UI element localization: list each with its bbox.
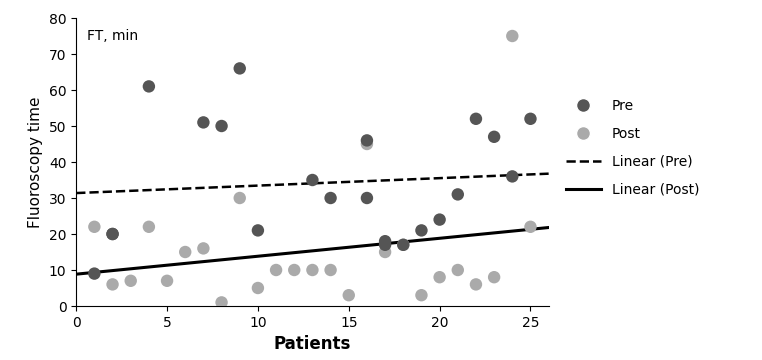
- Point: [88, 271, 101, 276]
- Point: [379, 242, 391, 248]
- Point: [288, 267, 300, 273]
- Point: [524, 116, 536, 122]
- Point: [415, 228, 427, 233]
- Point: [379, 249, 391, 255]
- Point: [88, 224, 101, 230]
- Point: [251, 228, 264, 233]
- Point: [107, 231, 119, 237]
- Point: [107, 282, 119, 287]
- Point: [397, 242, 409, 248]
- Point: [361, 195, 373, 201]
- Point: [470, 282, 482, 287]
- Point: [197, 120, 210, 125]
- Point: [506, 33, 518, 39]
- Point: [216, 123, 228, 129]
- X-axis label: Patients: Patients: [274, 335, 351, 353]
- Point: [434, 274, 446, 280]
- Point: [434, 217, 446, 222]
- Point: [488, 134, 500, 140]
- Point: [161, 278, 173, 284]
- Point: [470, 116, 482, 122]
- Point: [142, 224, 155, 230]
- Point: [415, 292, 427, 298]
- Point: [397, 242, 409, 248]
- Point: [325, 195, 337, 201]
- Point: [179, 249, 191, 255]
- Point: [125, 278, 137, 284]
- Point: [379, 238, 391, 244]
- Point: [107, 231, 119, 237]
- Point: [270, 267, 282, 273]
- Point: [216, 300, 228, 305]
- Point: [343, 292, 355, 298]
- Y-axis label: Fluoroscopy time: Fluoroscopy time: [28, 96, 43, 228]
- Point: [234, 195, 246, 201]
- Point: [306, 267, 319, 273]
- Point: [306, 177, 319, 183]
- Text: FT, min: FT, min: [87, 29, 138, 43]
- Point: [325, 267, 337, 273]
- Point: [488, 274, 500, 280]
- Point: [524, 224, 536, 230]
- Point: [452, 267, 464, 273]
- Point: [142, 84, 155, 89]
- Point: [234, 66, 246, 71]
- Point: [506, 174, 518, 179]
- Point: [361, 141, 373, 147]
- Point: [251, 285, 264, 291]
- Point: [197, 246, 210, 251]
- Point: [452, 192, 464, 197]
- Point: [361, 138, 373, 143]
- Legend: Pre, Post, Linear (Pre), Linear (Post): Pre, Post, Linear (Pre), Linear (Post): [560, 93, 705, 202]
